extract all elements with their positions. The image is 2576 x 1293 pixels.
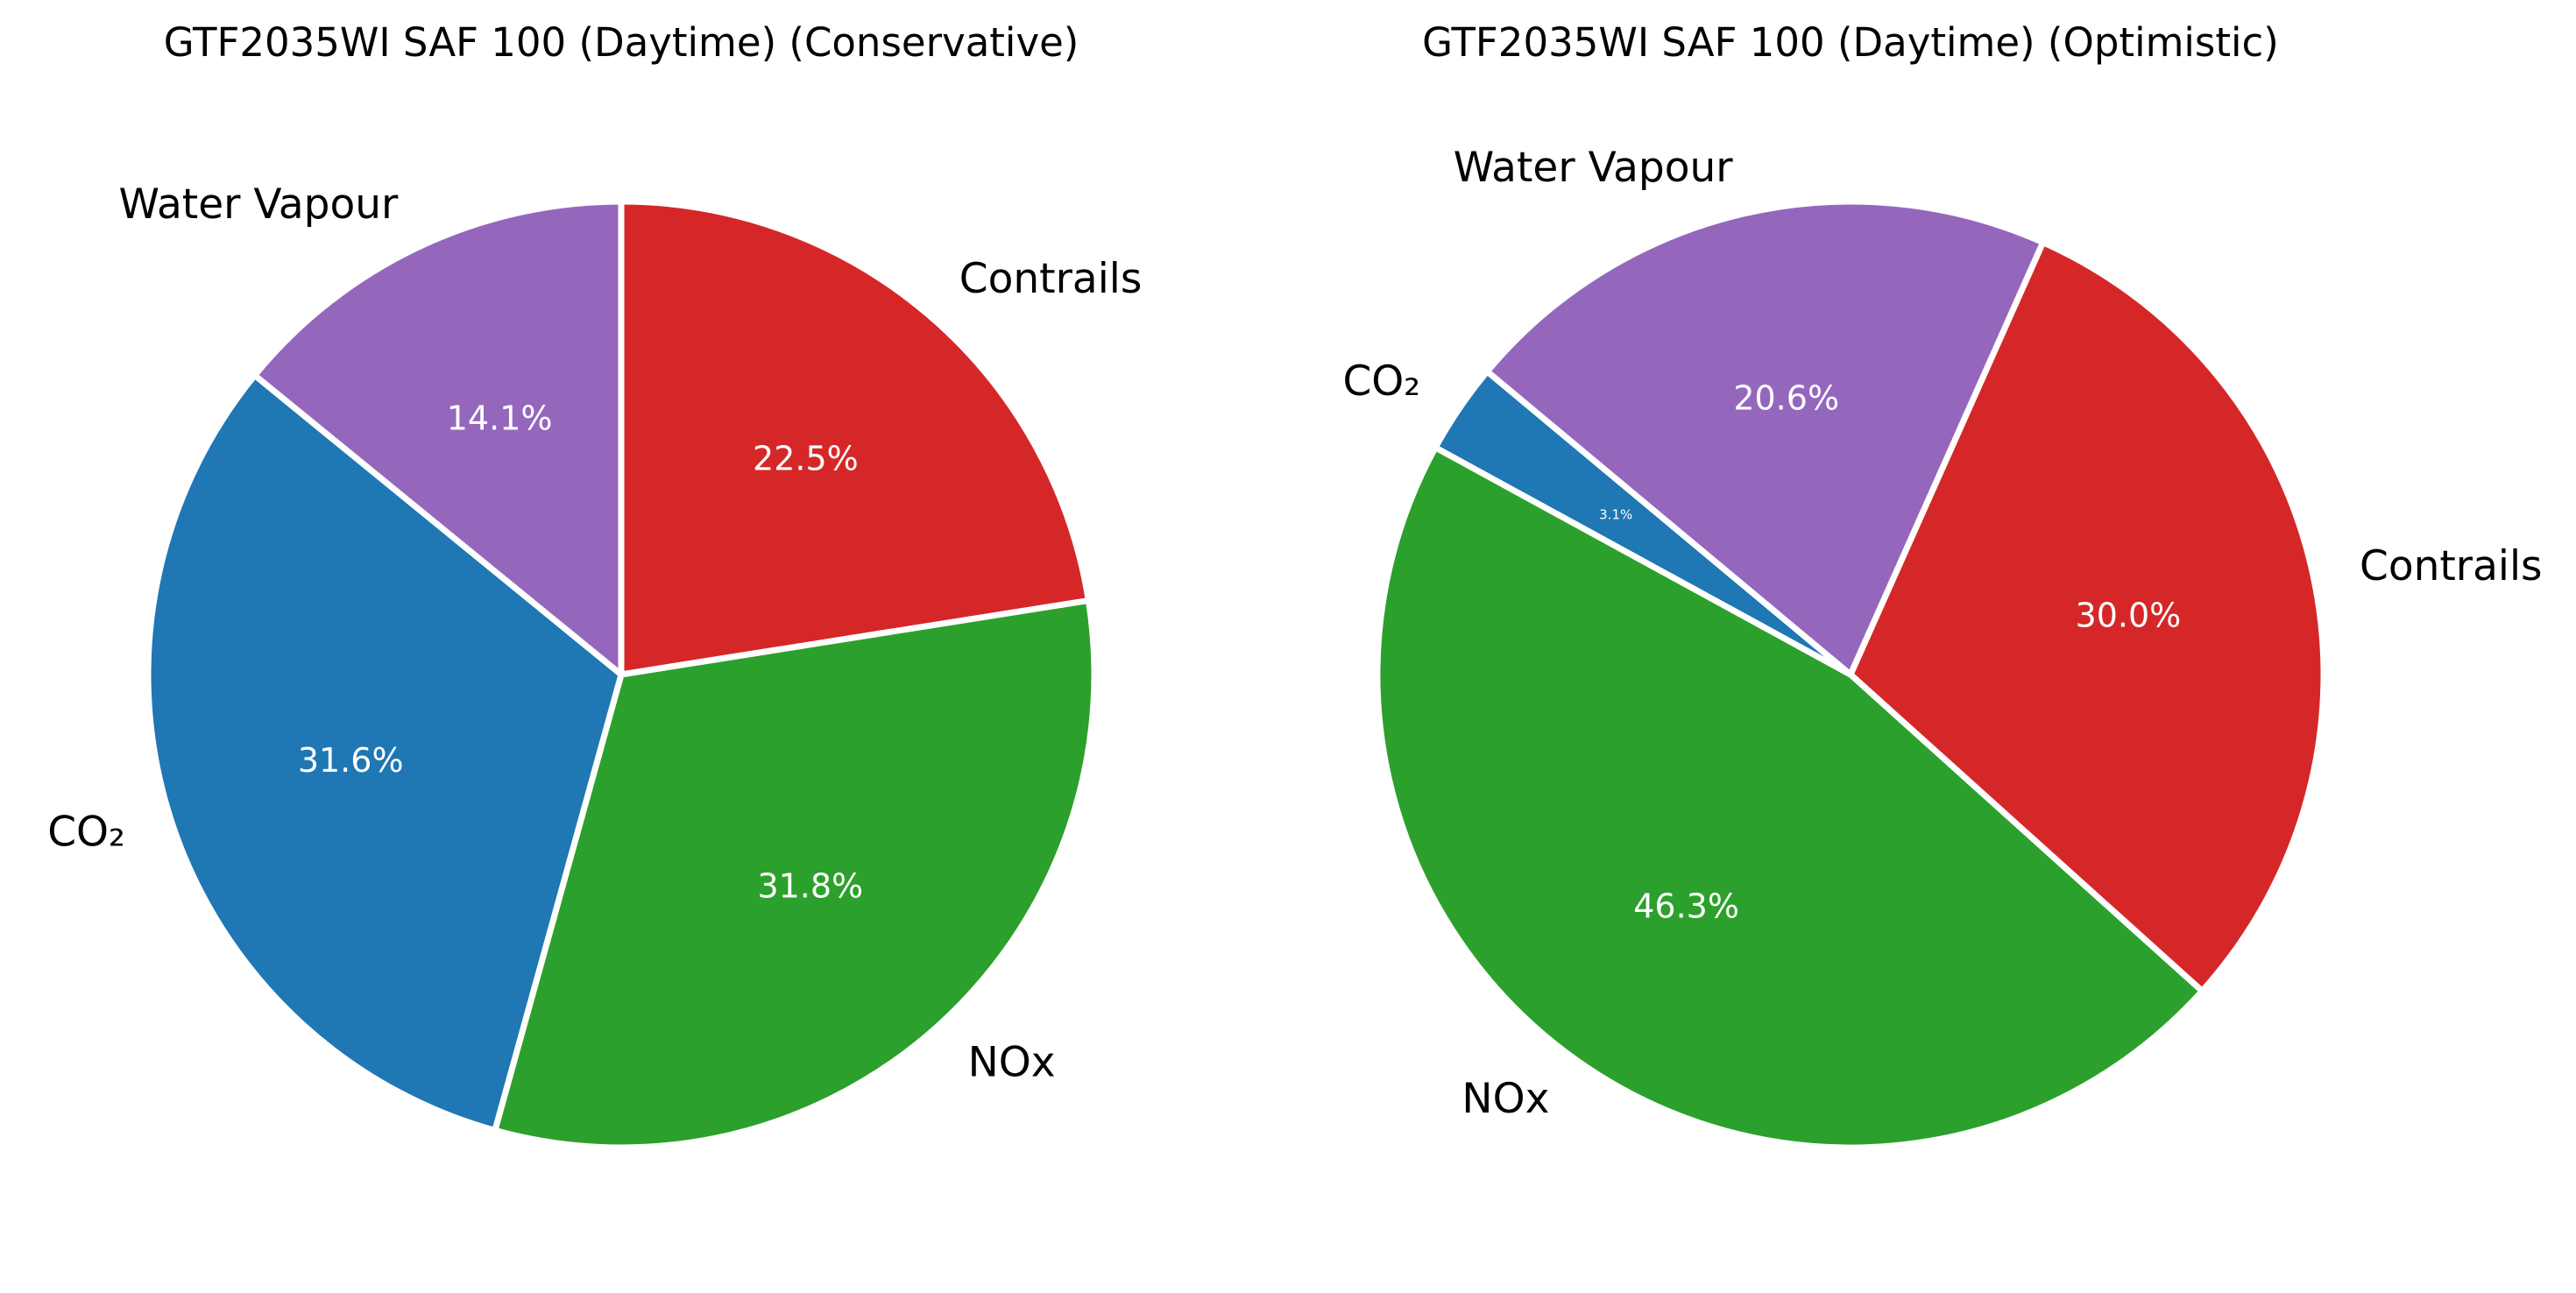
pie-slices [1374, 198, 2327, 1151]
pie-value-label: 22.5% [753, 440, 859, 478]
chart-title: GTF2035WI SAF 100 (Daytime) (Optimistic) [1422, 19, 2279, 66]
pie-category-label: CO₂ [47, 809, 125, 857]
pie-slices [145, 198, 1098, 1151]
pie-category-label: NOx [1461, 1075, 1549, 1123]
pie-value-label: 31.6% [298, 741, 404, 780]
pie-value-labels: 22.5% 31.8% 31.6% 14.1% [298, 399, 863, 905]
pie-chart-conservative: GTF2035WI SAF 100 (Daytime) (Conservativ… [47, 19, 1142, 1151]
pie-value-label: 3.1% [1599, 507, 1632, 523]
pie-slice-water-vapour [1483, 198, 2047, 678]
pie-slice-water-vapour [251, 198, 625, 678]
pie-slice-nox [1374, 444, 2205, 1151]
pie-slice-nox [492, 597, 1098, 1151]
pie-chart-optimistic: GTF2035WI SAF 100 (Daytime) (Optimistic)… [1342, 19, 2543, 1151]
pie-category-label: NOx [968, 1039, 1056, 1087]
pie-category-labels: Contrails NOx CO₂ Water Vapour [1342, 144, 2542, 1123]
pie-slice-co [145, 371, 625, 1134]
chart-title: GTF2035WI SAF 100 (Daytime) (Conservativ… [164, 19, 1079, 66]
pie-slice-contrails [1847, 239, 2327, 994]
pie-category-label: Water Vapour [119, 180, 400, 229]
pie-value-labels: 30.0% 46.3% 3.1% 20.6% [1599, 378, 2181, 925]
pie-slice-contrails [618, 198, 1092, 678]
pie-value-label: 30.0% [2076, 597, 2182, 635]
pie-value-label: 31.8% [757, 867, 863, 906]
pie-category-label: Contrails [2360, 542, 2543, 590]
pie-category-label: Water Vapour [1454, 144, 1734, 192]
pie-category-label: Contrails [959, 255, 1143, 303]
pie-category-labels: Contrails NOx CO₂ Water Vapour [47, 180, 1142, 1087]
pie-value-label: 46.3% [1633, 887, 1739, 925]
pie-category-label: CO₂ [1342, 357, 1420, 406]
pie-value-label: 20.6% [1733, 378, 1839, 417]
pie-value-label: 14.1% [447, 399, 553, 437]
